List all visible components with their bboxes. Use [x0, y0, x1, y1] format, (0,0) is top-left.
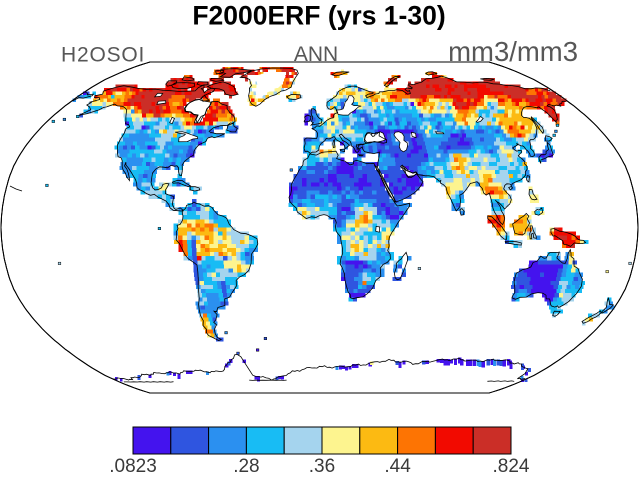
svg-text:.36: .36: [309, 456, 335, 477]
svg-text:mm3/mm3: mm3/mm3: [448, 36, 578, 67]
svg-text:H2OSOI: H2OSOI: [61, 44, 145, 67]
svg-text:.28: .28: [233, 456, 259, 477]
svg-text:.0823: .0823: [109, 456, 157, 477]
svg-text:.44: .44: [384, 456, 411, 477]
svg-text:F2000ERF (yrs 1-30): F2000ERF (yrs 1-30): [192, 1, 445, 31]
svg-text:ANN: ANN: [294, 43, 338, 66]
svg-text:.824: .824: [493, 456, 530, 477]
